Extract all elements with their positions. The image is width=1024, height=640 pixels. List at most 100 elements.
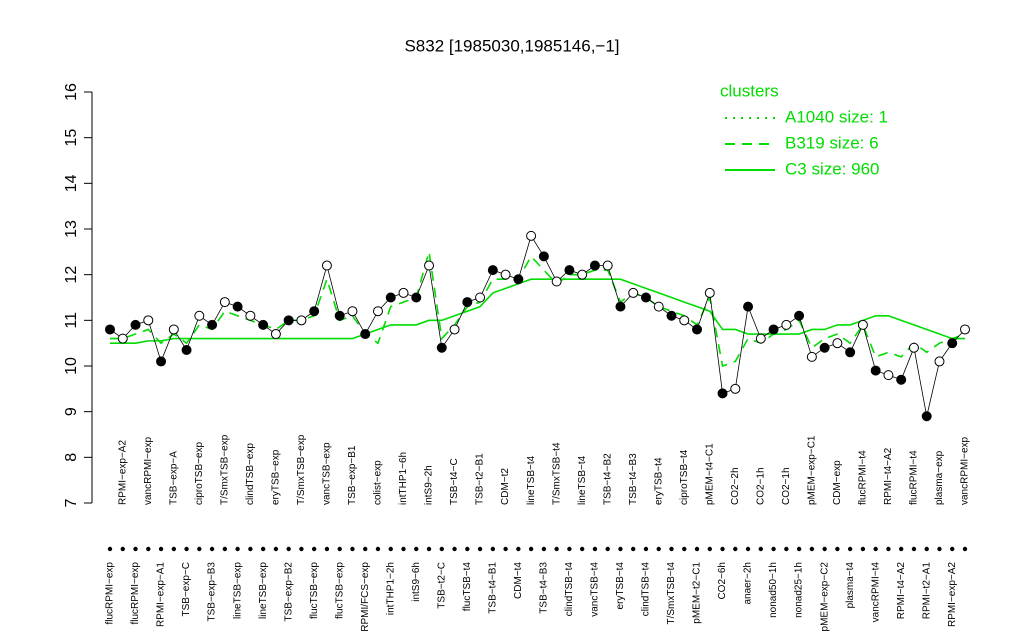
x-tick-label: ciproTSB−t4 <box>679 449 690 505</box>
data-point <box>794 310 805 321</box>
category-dot <box>541 546 547 552</box>
data-point <box>449 324 460 335</box>
legend-label: B319 size: 6 <box>785 133 879 152</box>
x-tick-label: CO2−6h <box>717 562 728 600</box>
x-tick-label: pMEM−exp−C2 <box>819 562 830 632</box>
y-tick-label: 15 <box>63 129 80 147</box>
category-dot <box>886 546 891 552</box>
data-point <box>296 315 307 326</box>
x-tick-label: flucTSB−exp <box>334 562 345 619</box>
data-point <box>283 315 294 326</box>
category-dot <box>452 546 457 552</box>
category-dot <box>745 546 751 552</box>
data-point <box>934 356 945 367</box>
data-point <box>347 306 358 317</box>
category-dot <box>592 546 598 552</box>
category-dot <box>631 546 636 552</box>
category-dot <box>260 546 266 552</box>
x-tick-label: intTHP1−6h <box>398 452 409 505</box>
category-dot <box>222 546 228 552</box>
x-tick-label: RPMI−exp−A2 <box>117 440 128 505</box>
data-point <box>666 310 677 321</box>
x-tick-label: CO2−2h <box>730 467 741 505</box>
data-point <box>589 260 600 271</box>
category-dot <box>567 546 572 552</box>
category-dot <box>937 546 942 552</box>
x-tick-label: vancRPMI−exp <box>960 436 971 505</box>
x-tick-label: clindTSB−exp <box>245 443 256 505</box>
data-point <box>207 319 218 330</box>
x-tick-label: flucRPMI−exp <box>130 562 141 625</box>
x-tick-label: pMEM−t4−C1 <box>704 443 715 505</box>
data-point <box>883 370 894 381</box>
data-point <box>143 315 154 326</box>
category-dot <box>363 546 368 552</box>
x-tick-label: flucRPMI−t4 <box>909 450 920 505</box>
category-dot <box>426 546 432 552</box>
category-dot <box>554 546 559 552</box>
data-point <box>168 324 179 335</box>
data-point <box>704 287 715 298</box>
y-tick-label: 14 <box>63 174 80 192</box>
data-point <box>526 230 537 241</box>
data-point <box>908 342 919 353</box>
x-tick-label: vancTSB−exp <box>322 442 333 505</box>
y-tick-label: 11 <box>63 312 80 329</box>
data-point <box>551 276 562 287</box>
x-tick-label: pMEM−t2−C1 <box>692 562 703 624</box>
category-dot <box>579 546 585 552</box>
y-tick-label: 12 <box>63 266 80 284</box>
data-point <box>232 301 243 312</box>
category-dot <box>694 546 700 552</box>
data-point <box>219 297 230 308</box>
y-tick-label: 16 <box>63 83 80 101</box>
category-dot <box>311 546 317 552</box>
category-dot <box>758 546 764 552</box>
category-dot <box>209 546 215 552</box>
x-tick-label: eryTSB−t4 <box>653 457 664 505</box>
data-point <box>385 292 396 303</box>
data-point <box>538 251 549 262</box>
data-point <box>181 345 192 356</box>
x-tick-label: RPMI−exp−A1 <box>156 562 167 627</box>
category-dot <box>898 546 904 552</box>
data-point <box>436 342 447 353</box>
chart-title: S832 [1985030,1985146,−1] <box>404 36 619 55</box>
category-dot <box>107 546 113 552</box>
category-dot <box>605 546 610 552</box>
category-dot <box>835 546 840 552</box>
category-dot <box>248 546 253 552</box>
category-dot <box>146 546 151 552</box>
x-tick-label: T/SmxTSB−exp <box>296 434 307 505</box>
data-point <box>781 319 792 330</box>
category-dot <box>656 546 661 552</box>
category-dot <box>120 546 125 552</box>
category-dot <box>771 546 776 552</box>
category-dot <box>962 546 968 552</box>
data-point <box>845 347 856 358</box>
data-point <box>921 411 932 422</box>
x-tick-label: vancTSB−t4 <box>590 562 601 617</box>
category-dot <box>873 546 878 552</box>
x-tick-label: T/SmxTSB−t4 <box>666 562 677 625</box>
category-dot <box>707 546 712 552</box>
x-tick-label: CO2−1h <box>755 467 766 505</box>
category-dot <box>184 546 189 552</box>
x-tick-label: T/SmxTSB−exp <box>219 434 230 505</box>
x-tick-label: ciproTSB−exp <box>194 441 205 505</box>
category-dot <box>350 546 355 552</box>
data-point <box>321 260 332 271</box>
x-tick-label: flucTSB−t4 <box>462 562 473 612</box>
data-point <box>947 338 958 349</box>
x-tick-label: TSB−exp−B2 <box>283 562 294 622</box>
data-point <box>513 274 524 285</box>
y-tick-label: 7 <box>63 498 80 507</box>
data-point <box>717 388 728 399</box>
x-tick-label: RPMI−exp−A2 <box>947 562 958 627</box>
data-point <box>602 260 613 271</box>
x-tick-label: plasma−t4 <box>845 562 856 609</box>
data-point <box>475 292 486 303</box>
x-tick-label: eryTSB−exp <box>271 449 282 505</box>
x-tick-label: colist−exp <box>373 460 384 505</box>
category-dot <box>860 546 866 552</box>
